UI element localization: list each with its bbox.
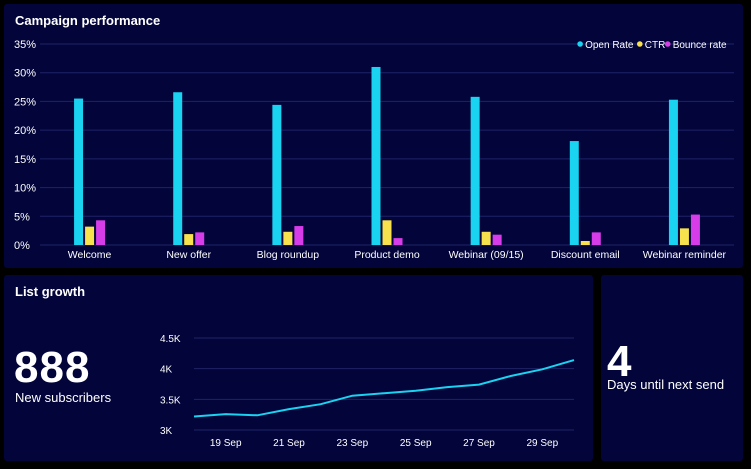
campaign-performance-panel: Campaign performance 0% 5% 10% 15% 20% 25% 30%…	[4, 4, 743, 268]
x-category-label: Webinar (09/15)	[449, 249, 524, 261]
bar-bounce-rate	[393, 238, 403, 245]
bar-bounce-rate	[294, 226, 304, 245]
y-tick-label: 10%	[14, 183, 36, 195]
campaign-title: Campaign performance	[15, 13, 161, 28]
x-category-label: Welcome	[68, 249, 112, 261]
bar-open-rate	[668, 99, 678, 245]
legend-label: Bounce rate	[673, 40, 727, 51]
legend-marker	[637, 41, 643, 47]
x-tick-label: 29 Sep	[526, 438, 558, 449]
x-category-label: Webinar reminder	[643, 249, 727, 261]
bar-open-rate	[569, 141, 579, 245]
bar-ctr	[481, 231, 491, 245]
bar-ctr	[184, 234, 194, 245]
bar-bounce-rate	[195, 232, 205, 245]
x-category-label: Product demo	[354, 249, 420, 261]
next-send-panel: 4 Days until next send	[601, 275, 743, 461]
y-tick-label: 25%	[14, 96, 36, 108]
new-subscribers-label: New subscribers	[15, 390, 112, 405]
y-tick-label: 3.5K	[160, 395, 181, 406]
campaign-bar-chart: 0% 5% 10% 15% 20% 25% 30% 35% Welcome New offer Bl…	[14, 39, 734, 261]
bar-bounce-rate	[690, 214, 700, 245]
subscriber-growth-line	[193, 359, 575, 418]
new-subscribers-value: 888	[14, 343, 91, 392]
y-tick-label: 5%	[14, 211, 30, 223]
bar-open-rate	[173, 92, 183, 246]
bar-ctr	[85, 226, 95, 245]
y-tick-label: 0%	[14, 240, 30, 252]
x-category-label: New offer	[166, 249, 211, 261]
bar-open-rate	[74, 98, 84, 245]
x-tick-label: 21 Sep	[273, 438, 305, 449]
bar-ctr	[283, 231, 293, 245]
bar-bounce-rate	[492, 234, 502, 245]
bar-bounce-rate	[591, 232, 601, 245]
x-tick-label: 25 Sep	[400, 438, 432, 449]
bar-open-rate	[470, 96, 480, 245]
y-tick-label: 15%	[14, 154, 36, 166]
x-category-label: Blog roundup	[257, 249, 320, 261]
growth-title: List growth	[15, 284, 86, 299]
legend-label: CTR	[645, 40, 666, 51]
y-tick-label: 4.5K	[160, 334, 181, 345]
bar-bounce-rate	[96, 220, 106, 245]
x-tick-label: 19 Sep	[210, 438, 242, 449]
legend-label: Open Rate	[585, 40, 634, 51]
bar-ctr	[679, 228, 689, 245]
y-tick-label: 4K	[160, 365, 173, 376]
legend-marker	[577, 41, 583, 47]
bar-ctr	[382, 220, 392, 245]
x-tick-label: 27 Sep	[463, 438, 495, 449]
y-tick-label: 3K	[160, 426, 173, 437]
days-until-value: 4	[607, 337, 633, 386]
days-until-label: Days until next send	[607, 377, 725, 392]
list-growth-panel: List growth 888 New subscribers 3K 3.5K 4K…	[4, 275, 593, 461]
list-growth-line-chart: 3K 3.5K 4K 4.5K 19 Sep 21 Sep 23 Sep 25 Sep 27 S…	[160, 334, 575, 449]
x-category-label: Discount email	[551, 249, 620, 261]
x-tick-label: 23 Sep	[336, 438, 368, 449]
y-tick-label: 20%	[14, 125, 36, 137]
bar-open-rate	[272, 104, 282, 245]
y-tick-label: 35%	[14, 39, 36, 51]
y-tick-label: 30%	[14, 68, 36, 80]
legend-marker	[664, 41, 671, 47]
bar-open-rate	[371, 66, 381, 245]
bar-ctr	[580, 240, 590, 245]
